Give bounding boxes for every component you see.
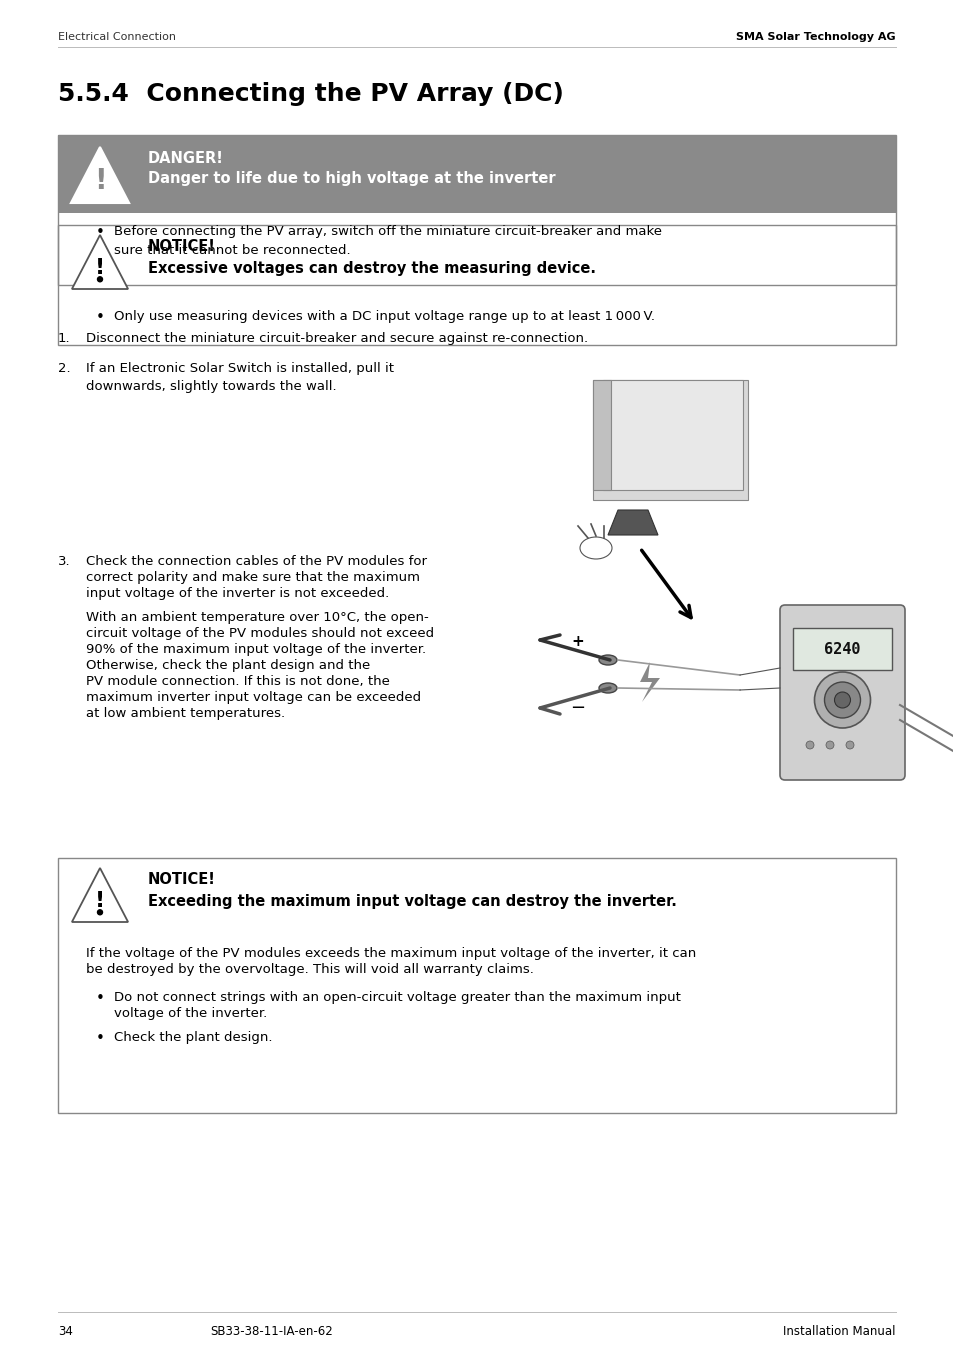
Bar — [602, 380, 742, 489]
Text: Excessive voltages can destroy the measuring device.: Excessive voltages can destroy the measu… — [148, 261, 596, 276]
Text: •: • — [96, 1032, 105, 1046]
Ellipse shape — [598, 654, 617, 665]
Text: SMA Solar Technology AG: SMA Solar Technology AG — [736, 32, 895, 42]
Polygon shape — [71, 147, 129, 203]
FancyBboxPatch shape — [780, 604, 904, 780]
Text: input voltage of the inverter is not exceeded.: input voltage of the inverter is not exc… — [86, 587, 389, 600]
Text: !: ! — [95, 258, 105, 279]
Text: 2.: 2. — [58, 362, 71, 375]
Bar — [58, 135, 895, 285]
Text: If the voltage of the PV modules exceeds the maximum input voltage of the invert: If the voltage of the PV modules exceeds… — [86, 946, 696, 960]
FancyBboxPatch shape — [792, 627, 891, 671]
Text: −: − — [570, 699, 585, 717]
Text: maximum inverter input voltage can be exceeded: maximum inverter input voltage can be ex… — [86, 691, 420, 704]
Circle shape — [823, 681, 860, 718]
Circle shape — [97, 910, 102, 915]
Text: at low ambient temperatures.: at low ambient temperatures. — [86, 707, 285, 721]
Text: downwards, slightly towards the wall.: downwards, slightly towards the wall. — [86, 380, 336, 393]
Text: Disconnect the miniature circuit-breaker and secure against re-connection.: Disconnect the miniature circuit-breaker… — [86, 333, 587, 345]
Text: 3.: 3. — [58, 556, 71, 568]
Text: DANGER!: DANGER! — [148, 151, 224, 166]
Text: Only use measuring devices with a DC input voltage range up to at least 1 000 V.: Only use measuring devices with a DC inp… — [113, 310, 655, 323]
Circle shape — [834, 692, 850, 708]
Circle shape — [814, 672, 869, 727]
Text: Before connecting the PV array, switch off the miniature circuit-breaker and mak: Before connecting the PV array, switch o… — [113, 224, 661, 257]
Bar — [58, 224, 895, 345]
Text: Check the plant design.: Check the plant design. — [113, 1032, 273, 1044]
Text: !: ! — [95, 891, 105, 911]
Text: 34: 34 — [58, 1325, 72, 1338]
Text: •: • — [96, 310, 105, 324]
Ellipse shape — [598, 683, 617, 694]
Text: PV module connection. If this is not done, the: PV module connection. If this is not don… — [86, 675, 390, 688]
Text: Installation Manual: Installation Manual — [782, 1325, 895, 1338]
Text: voltage of the inverter.: voltage of the inverter. — [113, 1007, 267, 1019]
Polygon shape — [639, 662, 659, 702]
Text: Exceeding the maximum input voltage can destroy the inverter.: Exceeding the maximum input voltage can … — [148, 894, 677, 909]
Text: If an Electronic Solar Switch is installed, pull it: If an Electronic Solar Switch is install… — [86, 362, 394, 375]
Bar — [58, 214, 895, 285]
Bar — [58, 859, 895, 1113]
Text: Otherwise, check the plant design and the: Otherwise, check the plant design and th… — [86, 658, 370, 672]
Circle shape — [825, 741, 833, 749]
Polygon shape — [607, 510, 658, 535]
Text: •: • — [96, 991, 105, 1006]
Text: •: • — [96, 224, 105, 241]
Text: NOTICE!: NOTICE! — [148, 872, 215, 887]
Text: 5.5.4  Connecting the PV Array (DC): 5.5.4 Connecting the PV Array (DC) — [58, 82, 563, 105]
Text: 90% of the maximum input voltage of the inverter.: 90% of the maximum input voltage of the … — [86, 644, 426, 656]
Polygon shape — [71, 868, 128, 922]
Text: 1.: 1. — [58, 333, 71, 345]
Text: !: ! — [93, 166, 106, 195]
Text: correct polarity and make sure that the maximum: correct polarity and make sure that the … — [86, 571, 419, 584]
Text: Check the connection cables of the PV modules for: Check the connection cables of the PV mo… — [86, 556, 427, 568]
Polygon shape — [71, 235, 128, 289]
Text: be destroyed by the overvoltage. This will void all warranty claims.: be destroyed by the overvoltage. This wi… — [86, 963, 534, 976]
Bar — [593, 380, 610, 489]
Text: circuit voltage of the PV modules should not exceed: circuit voltage of the PV modules should… — [86, 627, 434, 639]
Bar — [58, 135, 895, 214]
Circle shape — [845, 741, 853, 749]
Text: Danger to life due to high voltage at the inverter: Danger to life due to high voltage at th… — [148, 170, 555, 187]
Ellipse shape — [579, 537, 612, 558]
Text: 6240: 6240 — [823, 641, 860, 657]
Circle shape — [805, 741, 813, 749]
Text: Do not connect strings with an open-circuit voltage greater than the maximum inp: Do not connect strings with an open-circ… — [113, 991, 680, 1005]
Text: NOTICE!: NOTICE! — [148, 239, 215, 254]
Text: +: + — [571, 634, 584, 649]
Text: SB33-38-11-IA-en-62: SB33-38-11-IA-en-62 — [210, 1325, 333, 1338]
Text: Electrical Connection: Electrical Connection — [58, 32, 175, 42]
Text: With an ambient temperature over 10°C, the open-: With an ambient temperature over 10°C, t… — [86, 611, 428, 625]
Circle shape — [97, 277, 102, 281]
Bar — [593, 380, 747, 500]
